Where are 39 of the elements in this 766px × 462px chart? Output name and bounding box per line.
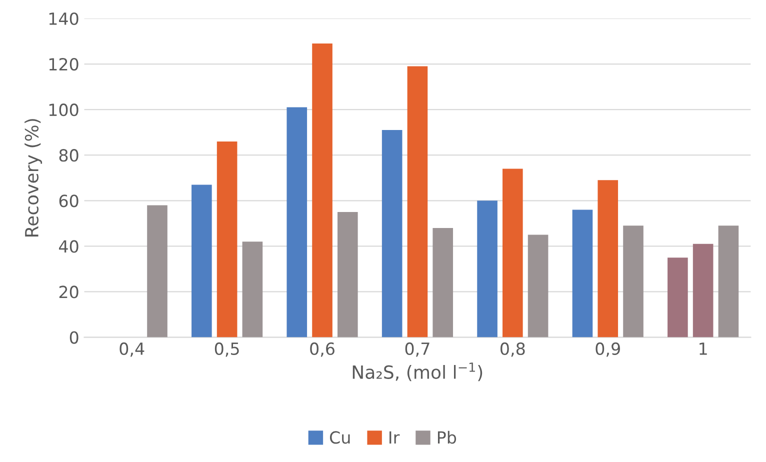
x-axis-title: Na₂S, (mol l$^{−1}$) xyxy=(352,362,482,382)
bar xyxy=(338,212,358,338)
legend-label: Ir xyxy=(390,431,400,444)
bar xyxy=(242,242,263,338)
bar xyxy=(718,226,739,338)
bar xyxy=(692,244,714,338)
y-tick-label: 140 xyxy=(49,12,78,26)
bar xyxy=(528,234,548,338)
x-tick-label: 0,6 xyxy=(310,342,334,357)
bar xyxy=(312,44,332,338)
bar xyxy=(382,130,402,338)
legend-label: Pb xyxy=(438,430,456,444)
x-tick-label: 0,5 xyxy=(214,342,239,357)
bar xyxy=(432,228,454,338)
bar xyxy=(286,107,308,338)
y-tick-label: 40 xyxy=(59,240,78,253)
x-tick-label: 0,7 xyxy=(405,342,430,357)
x-tick-label: 0,4 xyxy=(120,342,144,357)
y-tick-label: 80 xyxy=(59,149,78,162)
bar xyxy=(216,141,238,338)
bar xyxy=(407,66,428,338)
bar xyxy=(572,210,593,338)
x-tick-label: 0,8 xyxy=(500,342,525,357)
bar xyxy=(147,205,168,338)
y-tick-label: 20 xyxy=(59,286,78,298)
bar xyxy=(668,258,688,338)
y-tick-label: 100 xyxy=(49,104,78,116)
bar xyxy=(192,184,212,338)
y-tick-label: 120 xyxy=(49,58,78,71)
bar xyxy=(623,226,644,338)
x-tick-label: 1 xyxy=(700,342,707,355)
y-tick-label: 0 xyxy=(70,331,78,344)
bar xyxy=(598,180,618,338)
bar xyxy=(502,168,523,338)
bar xyxy=(477,200,498,338)
x-tick-label: 0,9 xyxy=(596,342,620,357)
legend-label: Cu xyxy=(330,431,350,444)
y-tick-label: 60 xyxy=(59,194,78,208)
y-axis-title: Recovery (%) xyxy=(24,119,42,236)
